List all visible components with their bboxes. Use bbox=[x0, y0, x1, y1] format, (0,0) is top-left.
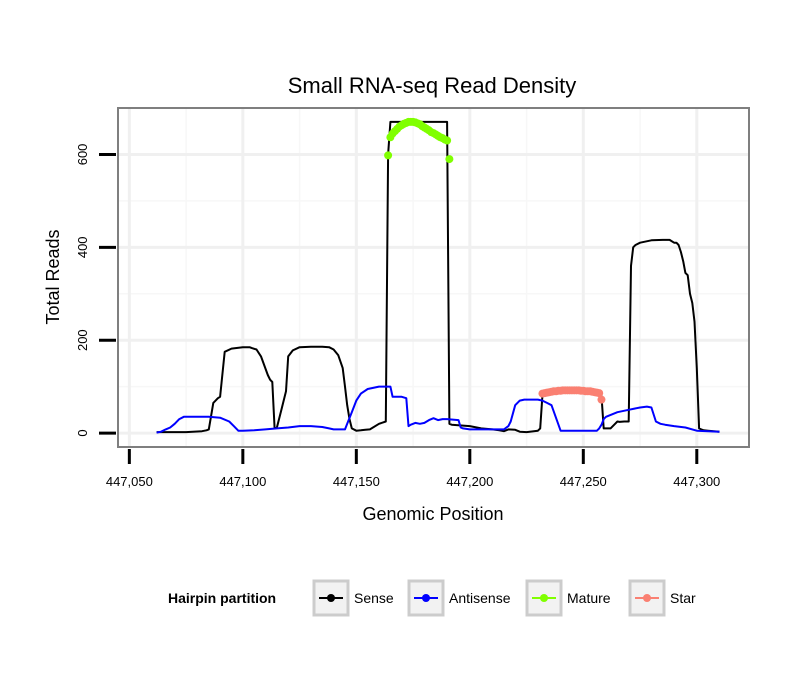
x-axis-title: Genomic Position bbox=[362, 504, 503, 524]
chart-title: Small RNA-seq Read Density bbox=[288, 73, 577, 98]
data-point-mature bbox=[443, 136, 452, 145]
y-tick-label: 600 bbox=[75, 144, 90, 166]
y-tick-label: 400 bbox=[75, 236, 90, 258]
x-tick-label: 447,200 bbox=[446, 474, 493, 489]
legend-item-star: Star bbox=[628, 579, 696, 617]
legend: Hairpin partition Sense Antisense Mature St… bbox=[168, 579, 696, 617]
plot-border bbox=[117, 107, 750, 448]
data-point-mature bbox=[445, 155, 454, 164]
legend-key-point bbox=[643, 594, 651, 602]
legend-label-star: Star bbox=[670, 590, 696, 606]
x-tick-label: 447,150 bbox=[333, 474, 380, 489]
legend-item-sense: Sense bbox=[312, 579, 394, 617]
series-star bbox=[538, 386, 606, 404]
legend-label-antisense: Antisense bbox=[449, 590, 511, 606]
series-mature bbox=[384, 117, 454, 164]
y-tick-label: 0 bbox=[75, 429, 90, 436]
series-line-antisense bbox=[156, 385, 720, 434]
legend-label-mature: Mature bbox=[567, 590, 611, 606]
x-tick-label: 447,300 bbox=[673, 474, 720, 489]
data-point-star bbox=[597, 395, 606, 404]
series-antisense bbox=[156, 385, 720, 434]
x-tick-label: 447,050 bbox=[106, 474, 153, 489]
y-axis: 0 200 400 600 bbox=[75, 144, 116, 437]
x-axis: 447,050 447,100 447,150 447,200 447,250 447,3… bbox=[106, 449, 720, 489]
legend-key-point bbox=[540, 594, 548, 602]
legend-title: Hairpin partition bbox=[168, 590, 276, 606]
series-layer bbox=[156, 117, 720, 434]
data-point-mature bbox=[384, 151, 393, 160]
legend-label-sense: Sense bbox=[354, 590, 394, 606]
x-tick-label: 447,100 bbox=[219, 474, 266, 489]
y-axis-title: Total Reads bbox=[43, 229, 63, 324]
legend-key-point bbox=[327, 594, 335, 602]
legend-item-antisense: Antisense bbox=[407, 579, 511, 617]
data-point-star bbox=[595, 389, 604, 398]
legend-item-mature: Mature bbox=[525, 579, 611, 617]
legend-key-point bbox=[422, 594, 430, 602]
y-tick-label: 200 bbox=[75, 329, 90, 351]
x-tick-label: 447,250 bbox=[560, 474, 607, 489]
